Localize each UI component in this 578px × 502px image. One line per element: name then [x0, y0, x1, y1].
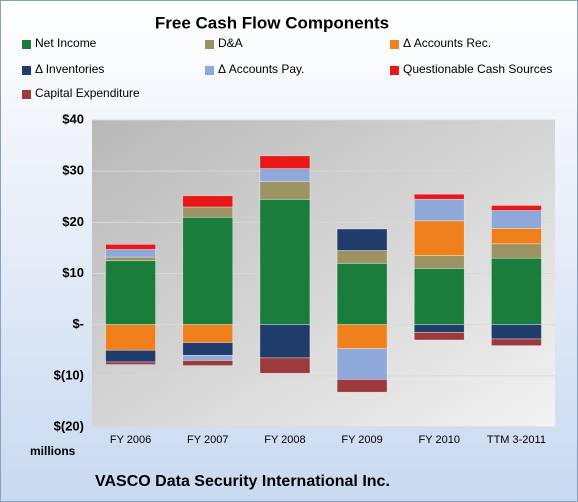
legend-label: Questionable Cash Sources: [403, 62, 552, 76]
bar-segment: [182, 195, 234, 208]
bar-segment: [336, 324, 388, 350]
bar-segment: [259, 168, 311, 182]
bar-segment: [182, 342, 234, 356]
legend-swatch: [22, 66, 31, 75]
x-tick-label: FY 2006: [110, 434, 151, 446]
bar-segment: [491, 228, 542, 245]
bar-segment: [413, 198, 465, 222]
bar-segment: [491, 257, 542, 326]
bar-segment: [259, 357, 311, 374]
bar-segment: [259, 198, 311, 326]
legend-label: Net Income: [35, 36, 97, 50]
bar-segment: [182, 216, 234, 326]
legend-swatch: [390, 40, 399, 49]
bar-segment: [105, 361, 156, 365]
bar-segment: [182, 355, 234, 361]
legend-label: Δ Accounts Pay.: [218, 62, 305, 76]
bar-segment: [259, 324, 311, 359]
bar-segment: [336, 228, 388, 251]
legend-label: Δ Inventories: [35, 62, 104, 76]
bar-segment: [336, 250, 388, 264]
bar-segment: [491, 243, 542, 259]
bar-segment: [259, 181, 311, 200]
unit-label: millions: [30, 444, 76, 458]
bar-segment: [413, 220, 465, 256]
bar-segment: [182, 360, 234, 366]
y-tick-label: $30: [62, 163, 84, 178]
legend-swatch: [390, 66, 399, 75]
y-tick-label: $(20): [54, 418, 84, 433]
legend-label: Δ Accounts Rec.: [403, 36, 491, 50]
legend-swatch: [205, 66, 214, 75]
bar-segment: [491, 324, 542, 340]
bar-segment: [413, 193, 465, 200]
bar-segment: [105, 349, 156, 363]
bar-segment: [491, 205, 542, 211]
bar-segment: [105, 249, 156, 258]
bar-segment: [182, 206, 234, 218]
bar-segment: [105, 260, 156, 326]
bar-segment: [105, 243, 156, 250]
legend-swatch: [22, 40, 31, 49]
legend-label: Capital Expenditure: [35, 86, 140, 100]
y-tick-label: $10: [62, 265, 84, 280]
bar-segment: [182, 324, 234, 343]
bar-segment: [336, 348, 388, 380]
bar-segment: [491, 338, 542, 346]
y-tick-label: $-: [72, 316, 84, 331]
bar-segment: [336, 262, 388, 326]
bar-segment: [413, 331, 465, 341]
y-tick-label: $20: [62, 214, 84, 229]
y-tick-label: $(10): [54, 367, 84, 382]
x-tick-label: FY 2007: [187, 434, 228, 446]
bar-segment: [259, 155, 311, 169]
bar-segment: [105, 256, 156, 262]
bar-segment: [413, 255, 465, 269]
x-tick-label: FY 2010: [419, 434, 460, 446]
x-tick-label: FY 2008: [264, 434, 305, 446]
chart-title: Free Cash Flow Components: [155, 13, 389, 32]
bar-segment: [413, 268, 465, 326]
bar-segment: [336, 379, 388, 393]
bar-segment: [491, 210, 542, 229]
x-tick-label: FY 2009: [341, 434, 382, 446]
x-tick-label: TTM 3-2011: [487, 434, 546, 446]
legend-swatch: [22, 90, 31, 99]
y-tick-label: $40: [62, 111, 84, 126]
bar-segment: [413, 324, 465, 333]
legend-swatch: [205, 40, 214, 49]
legend-label: D&A: [218, 36, 243, 50]
bar-segment: [105, 324, 156, 351]
footer: VASCO Data Security International Inc.: [95, 473, 390, 490]
